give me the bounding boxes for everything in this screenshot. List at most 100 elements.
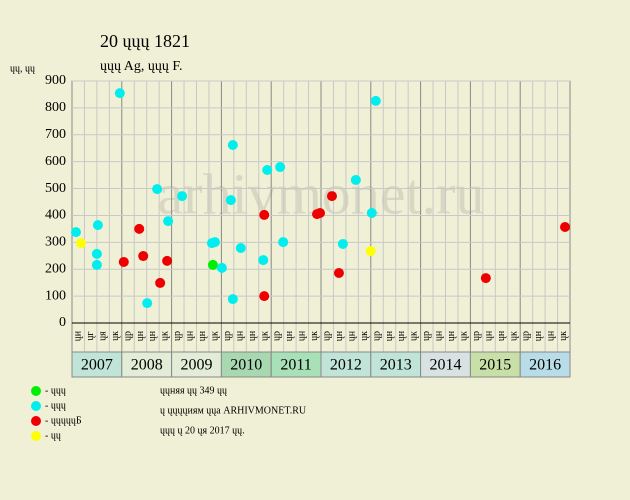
point [75, 238, 86, 249]
column-label: ųн [384, 330, 395, 341]
column-label: ųг [85, 331, 96, 340]
year-box [171, 351, 222, 378]
column-label: ųн [483, 330, 494, 341]
y-tick-label: 0 [59, 315, 66, 330]
legend-label: - ųųųųųБ [45, 415, 82, 426]
y-axis-label: ųų, ųų [10, 63, 35, 74]
point [177, 191, 188, 202]
column-label: ųк [160, 331, 171, 341]
legend-marker [31, 386, 41, 396]
year-box [519, 351, 571, 378]
year-label: 2007 [81, 357, 113, 374]
column-label: ųр [122, 331, 133, 341]
point [118, 256, 129, 267]
legend-marker [31, 416, 41, 426]
column-label: ųк [508, 331, 519, 341]
point [70, 227, 81, 238]
column-label: ųк [209, 331, 220, 341]
column-label: ųн [396, 330, 407, 341]
column-label: ųк [259, 331, 270, 341]
y-tick-label: 900 [45, 73, 66, 88]
y-tick-label: 300 [45, 235, 66, 250]
column-label: ųр [272, 331, 283, 341]
year-label: 2015 [479, 357, 511, 374]
column-label: ųн [346, 330, 357, 341]
column-label: ųк [558, 331, 569, 341]
point [91, 248, 102, 259]
note: ųųų ų 20 ųя 2017 ųų. [160, 425, 245, 436]
column-label: ųк [359, 331, 370, 341]
point [152, 184, 163, 195]
year-label: 2010 [230, 357, 262, 374]
year-label: 2014 [430, 357, 462, 374]
column-label: ųр [222, 331, 233, 341]
point [259, 291, 270, 302]
year-box [220, 351, 272, 378]
point [155, 277, 166, 288]
column-label: ųк [409, 331, 420, 341]
point [315, 208, 326, 219]
point [326, 191, 337, 202]
point [216, 262, 227, 273]
column-label: ųн [284, 330, 295, 341]
column-label: ųр [421, 331, 432, 341]
point [138, 251, 149, 262]
column-label: ųн [185, 330, 196, 341]
column-label: ųн [334, 330, 345, 341]
year-box [71, 351, 123, 378]
year-box [370, 351, 422, 378]
column-label: ųн [197, 330, 208, 341]
column-label: ųн [297, 330, 308, 341]
y-tick-label: 400 [45, 208, 66, 223]
point [225, 195, 236, 206]
column-label: ųн [546, 330, 557, 341]
year-label: 2012 [330, 357, 362, 374]
point [278, 237, 289, 248]
point [92, 220, 103, 231]
point [114, 88, 125, 99]
legend-label: - ųų [45, 430, 61, 441]
column-label: ųи [73, 330, 84, 341]
column-label: ųр [172, 331, 183, 341]
note: ųųняя ųų 349 ųų [160, 385, 227, 396]
legend-marker [31, 431, 41, 441]
column-label: ųн [496, 330, 507, 341]
column-label: ųн [434, 330, 445, 341]
column-label: ųн [247, 330, 258, 341]
year-label: 2008 [131, 357, 163, 374]
point [337, 238, 348, 249]
y-tick-label: 200 [45, 261, 66, 276]
y-tick-label: 600 [45, 154, 66, 169]
year-label: 2013 [380, 357, 412, 374]
chart-title: 20 ųųų 1821 [100, 31, 190, 51]
point [275, 162, 286, 173]
point [262, 165, 273, 176]
legend-label: - ųųų [45, 385, 66, 396]
y-tick-label: 500 [45, 181, 66, 196]
point [333, 267, 344, 278]
column-label: ųр [521, 331, 532, 341]
year-box [420, 351, 471, 378]
column-label: ųн [446, 330, 457, 341]
point [162, 255, 173, 266]
point [91, 259, 102, 270]
legend-label: - ųųų [45, 400, 66, 411]
column-label: ųн [147, 330, 158, 341]
legend-marker [31, 401, 41, 411]
column-label: ųк [309, 331, 320, 341]
point [209, 237, 220, 248]
column-label: ųн [234, 330, 245, 341]
year-box [469, 351, 521, 378]
point [366, 208, 377, 219]
year-label: 2011 [280, 357, 311, 374]
point [227, 139, 238, 150]
column-label: ųк [110, 331, 121, 341]
point [227, 294, 238, 305]
point [480, 273, 491, 284]
point [560, 222, 571, 233]
column-label: ųн [135, 330, 146, 341]
column-label: ųн [533, 330, 544, 341]
point [134, 223, 145, 234]
